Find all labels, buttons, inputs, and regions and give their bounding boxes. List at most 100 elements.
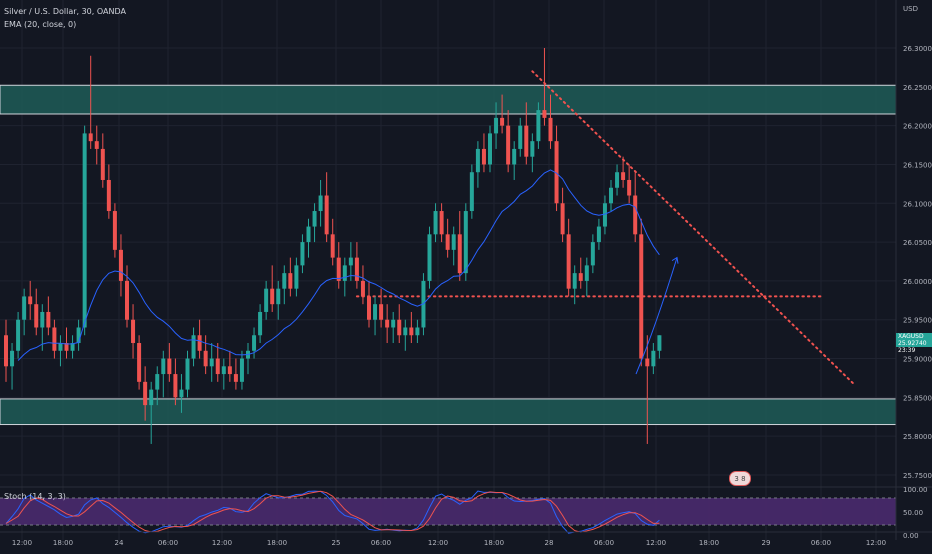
stoch-label[interactable]: Stoch (14, 3, 3): [4, 492, 66, 501]
candles: [4, 48, 662, 444]
time-tick-label: 18:00: [699, 539, 719, 547]
candle-body: [239, 358, 244, 382]
candle-body: [548, 117, 553, 142]
candle-body: [391, 319, 396, 328]
candle-body: [264, 288, 269, 312]
candle-body: [149, 389, 154, 406]
stoch-pane: [0, 486, 932, 534]
price-tick-label: 25.95000: [903, 317, 932, 325]
candle-body: [578, 273, 583, 281]
time-tick-label: 18:00: [53, 539, 73, 547]
candle-body: [524, 125, 529, 157]
candle-body: [100, 148, 105, 180]
candle-body: [118, 249, 123, 281]
projection-arrow[interactable]: [635, 256, 679, 375]
candle-body: [227, 366, 232, 375]
candle-body: [639, 234, 644, 359]
grid: [0, 0, 896, 540]
time-tick-label: 06:00: [158, 539, 178, 547]
candle-body: [10, 350, 15, 367]
candle-body: [475, 148, 480, 173]
candle-body: [572, 273, 577, 289]
candle-body: [379, 304, 384, 320]
candle-body: [173, 374, 178, 398]
time-tick-label: 12:00: [646, 539, 666, 547]
candle-body: [215, 358, 220, 375]
candle-body: [560, 203, 565, 235]
descending-trendline: [531, 70, 857, 387]
candle-body: [52, 327, 57, 351]
candle-body: [282, 273, 287, 289]
price-tick-label: 26.15000: [903, 161, 932, 169]
candle-body: [494, 117, 499, 134]
candle-body: [590, 242, 595, 266]
events-badge[interactable]: 3 8: [729, 471, 751, 486]
candle-body: [58, 343, 63, 351]
candle-body: [584, 265, 589, 281]
candle-body: [385, 319, 390, 328]
candle-body: [76, 327, 81, 344]
candle-body: [221, 366, 226, 375]
candle-body: [621, 172, 626, 180]
candle-body: [161, 358, 166, 375]
ema-legend[interactable]: EMA (20, close, 0): [4, 20, 77, 29]
ema-20-line: [17, 169, 660, 361]
time-tick-label: 06:00: [594, 539, 614, 547]
candle-body: [288, 273, 293, 289]
time-tick-label: 18:00: [484, 539, 504, 547]
stoch-d-line: [5, 490, 660, 533]
time-tick-label: 06:00: [811, 539, 831, 547]
candle-body: [34, 304, 39, 328]
zone-resistance: [0, 84, 897, 115]
candle-body: [627, 179, 632, 196]
axis-currency: USD: [903, 5, 918, 13]
candle-body: [512, 148, 517, 165]
symbol-title[interactable]: Silver / U.S. Dollar, 30, OANDA: [4, 7, 126, 16]
candle-body: [143, 381, 148, 406]
candle-body: [203, 350, 208, 367]
candle-body: [596, 226, 601, 243]
price-tick-label: 26.00000: [903, 278, 932, 286]
time-axis[interactable]: 12:00 18:00 24 06:00 12:00 18:00 25 06:00 12:00 1…: [0, 531, 932, 547]
time-tick-label: 24: [115, 539, 124, 547]
candle-body: [197, 335, 202, 351]
candle-body: [439, 211, 444, 235]
candle-body: [46, 311, 51, 328]
candle-body: [112, 211, 117, 250]
candle-body: [106, 179, 111, 212]
candle-body: [125, 280, 129, 320]
candle-body: [609, 187, 613, 204]
candle-body: [28, 296, 33, 305]
candle-body: [306, 226, 311, 243]
time-tick-label: 12:00: [12, 539, 32, 547]
candle-body: [330, 234, 335, 258]
candle-body: [70, 343, 75, 351]
candle-body: [233, 374, 238, 382]
price-tick-label: 26.05000: [903, 239, 932, 247]
stoch-tick-label: 0.00: [903, 532, 919, 540]
trendline-dotted[interactable]: [531, 70, 857, 387]
candle-body: [500, 117, 505, 126]
current-price: 25.92740: [898, 340, 927, 347]
candle-body: [566, 234, 571, 289]
candle-body: [651, 350, 656, 367]
candle-body: [615, 172, 620, 188]
candle-body: [131, 319, 136, 344]
candle-body: [488, 133, 492, 165]
time-tick-label: 28: [545, 539, 554, 547]
candle-body: [64, 343, 69, 351]
candle-body: [409, 327, 414, 336]
price-tick-label: 26.20000: [903, 123, 932, 131]
stoch-k-line: [5, 490, 660, 534]
candle-body: [40, 311, 45, 328]
price-tick-label: 25.75000: [903, 472, 932, 480]
candle-body: [167, 358, 172, 375]
candle-body: [554, 141, 559, 204]
price-tick-label: 26.10000: [903, 200, 932, 208]
zone-support: [0, 398, 897, 426]
candle-body: [4, 335, 8, 367]
candle-body: [94, 141, 99, 149]
price-axis[interactable]: USD 26.30000 26.25000 26.20000 26.15000 26.10…: [895, 0, 932, 540]
